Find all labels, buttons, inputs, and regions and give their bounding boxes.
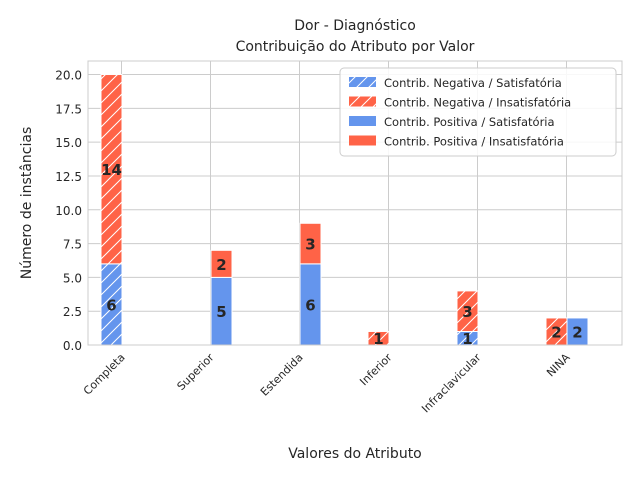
y-tick-label: 17.5: [55, 102, 82, 116]
bar-value-label: 2: [216, 256, 226, 274]
legend: Contrib. Negativa / Satisfatória Contrib.…: [339, 67, 617, 157]
x-tick-label: Estendida: [258, 351, 306, 399]
bars: [100, 74, 589, 346]
x-tick-label: Superior: [175, 351, 217, 393]
bar-value-label: 5: [216, 303, 226, 321]
x-tick-label: NINA: [544, 351, 573, 380]
y-tick-label: 0.0: [63, 339, 82, 353]
y-tick-label: 15.0: [55, 136, 82, 150]
bar-value-label: 1: [462, 330, 472, 348]
legend-swatch: [349, 135, 376, 146]
bar-value-label: 14: [101, 161, 122, 179]
bar-value-label: 6: [106, 296, 116, 314]
legend-entry-label: Contrib. Positiva / Insatisfatória: [384, 135, 564, 149]
x-tick-label: Inferior: [357, 351, 395, 389]
bar-hatch: [457, 290, 478, 332]
bar-segment: [299, 222, 322, 265]
chart-title-line1: Dor - Diagnóstico: [294, 18, 416, 34]
bar-hatch: [457, 331, 478, 345]
y-tick-label: 5.0: [63, 271, 82, 285]
y-tick-labels: 0.0 2.5 5.0 7.5 10.0 12.5 15.0 17.5 20.0: [55, 69, 82, 353]
x-tick-labels: Completa Superior Estendida Inferior Infracl…: [81, 351, 573, 416]
bar-value-label: 3: [305, 236, 315, 254]
bar-value-label: 2: [572, 323, 582, 341]
y-tick-label: 2.5: [63, 305, 82, 319]
legend-entry-label: Contrib. Positiva / Satisfatória: [384, 115, 555, 129]
bar-hatch: [101, 263, 122, 345]
x-tick-label: Completa: [81, 351, 128, 398]
chart-title-line2: Contribuição do Atributo por Valor: [236, 39, 475, 55]
bar-value-label: 2: [551, 323, 561, 341]
y-axis-label: Número de instâncias: [19, 127, 35, 279]
bar-value-label: 3: [462, 303, 472, 321]
plot-frame: [87, 60, 623, 346]
legend-swatch: [349, 116, 376, 126]
legend-entry-label: Contrib. Negativa / Insatisfatória: [384, 96, 571, 110]
bar-segment: [210, 249, 233, 278]
x-axis-label: Valores do Atributo: [288, 446, 422, 462]
bar-hatch: [546, 317, 567, 345]
legend-swatch-hatch: [349, 77, 376, 87]
bar-value-label: 1: [373, 330, 383, 348]
y-tick-label: 10.0: [55, 204, 82, 218]
bar-hatch: [101, 74, 122, 264]
y-tick-label: 12.5: [55, 170, 82, 184]
legend-entry-label: Contrib. Negativa / Satisfatória: [384, 76, 562, 90]
bar-hatch: [368, 331, 389, 345]
y-tick-label: 20.0: [55, 69, 82, 83]
x-tick-label: Infraclavicular: [419, 351, 484, 416]
bar-value-label: 6: [305, 296, 315, 314]
y-tick-label: 7.5: [63, 238, 82, 252]
legend-swatch-hatch: [349, 96, 376, 107]
legend-box: [339, 67, 617, 157]
